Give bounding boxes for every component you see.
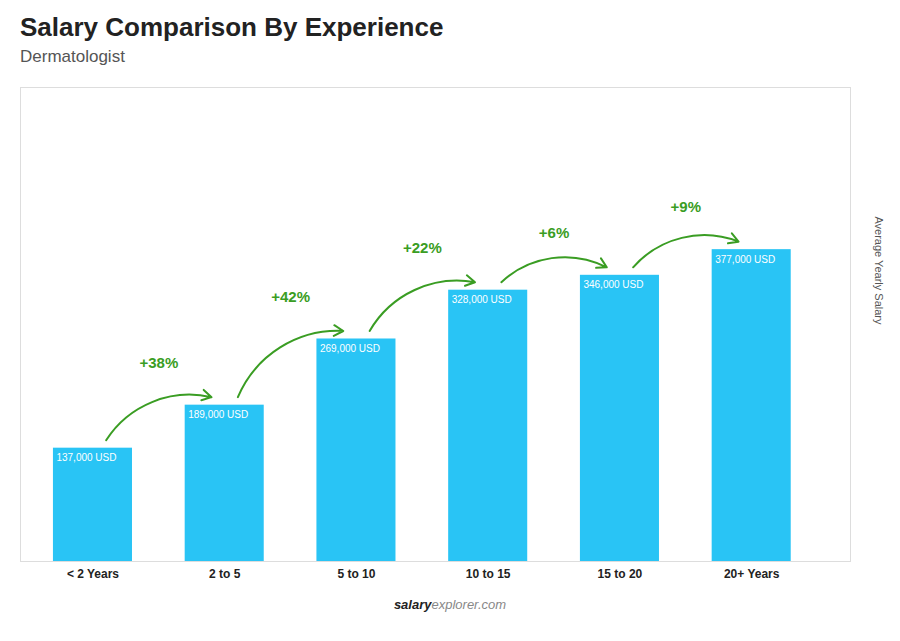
svg-text:15 to 20: 15 to 20 [598,567,643,581]
svg-text:189,000 USD: 189,000 USD [188,409,248,420]
svg-text:2 to 5: 2 to 5 [209,567,241,581]
svg-text:+6%: +6% [539,224,569,241]
svg-text:269,000 USD: 269,000 USD [320,343,380,354]
svg-text:137,000 USD: 137,000 USD [56,452,116,463]
svg-text:+42%: +42% [271,288,310,305]
svg-text:+9%: +9% [671,198,701,215]
svg-text:5 to 10: 5 to 10 [337,567,375,581]
svg-text:+38%: +38% [139,354,178,371]
svg-text:377,000 USD: 377,000 USD [715,254,775,265]
svg-text:20+ Years: 20+ Years [724,567,780,581]
html-text:Salary Comparison By Experienc: Salary Comparison By Experience [20,12,444,42]
svg-text:346,000 USD: 346,000 USD [583,279,643,290]
html-text:salary explorer.com: salary explorer.com [393,597,507,612]
svg-text:+22%: +22% [403,239,442,256]
svg-text:328,000 USD: 328,000 USD [452,294,512,305]
svg-text:10 to 15: 10 to 15 [466,567,511,581]
svg-text:Average Yearly Salary: Average Yearly Salary [873,216,885,325]
html-text:Dermatologist: Dermatologist [20,47,125,66]
svg-text:< 2 Years: < 2 Years [67,567,119,581]
